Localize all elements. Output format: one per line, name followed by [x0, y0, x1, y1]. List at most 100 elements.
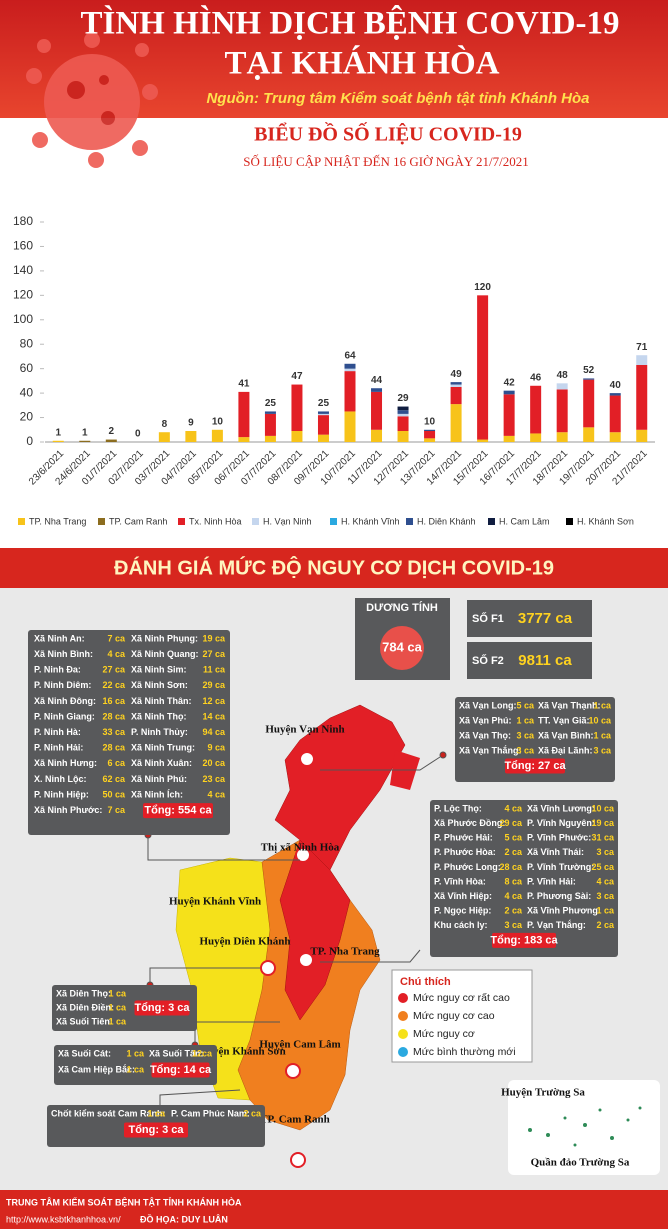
bar-segment: [397, 431, 409, 442]
bar-segment: [477, 295, 489, 440]
item-value: 1 ca: [593, 730, 612, 740]
item-value: 5 ca: [504, 833, 523, 843]
item-name: P. Phước Hải:: [434, 833, 493, 843]
total-label: 8: [162, 419, 168, 430]
total-label: 44: [371, 375, 383, 386]
item-name: Xã Diên Điền:: [56, 1002, 114, 1012]
item-value: 1 ca: [593, 700, 612, 710]
item-name: Xã Ninh Sim:: [131, 665, 187, 675]
item-name: P. Vĩnh Nguyên:: [527, 818, 595, 828]
bar-segment: [185, 431, 197, 442]
bar-segment: [397, 416, 409, 431]
item-name: Xã Ninh Hưng:: [34, 758, 97, 768]
legend-title: Chú thích: [400, 976, 451, 988]
bar-segment: [317, 415, 329, 435]
item-value: 4 ca: [596, 876, 615, 886]
item-value: 9 ca: [207, 743, 226, 753]
item-value: 27 ca: [102, 665, 126, 675]
positive-label: DƯƠNG TÍNH: [366, 601, 438, 614]
item-value: 19 ca: [591, 818, 615, 828]
info-box: [430, 800, 618, 957]
total-label: 9: [188, 418, 194, 429]
bar-segment: [52, 440, 64, 442]
item-name: P. Vĩnh Hải:: [527, 876, 576, 886]
item-value: 1 ca: [108, 1002, 127, 1012]
item-name: Xã Ninh Quang:: [131, 649, 199, 659]
item-name: P. Vạn Thắng:: [527, 919, 586, 930]
item-name: P. Ninh Hải:: [34, 743, 83, 753]
total-label: 64: [344, 350, 356, 361]
item-value: 28 ca: [102, 743, 126, 753]
legend-swatch: [18, 518, 25, 525]
item-name: Xã Cam Hiệp Bắc:: [58, 1063, 135, 1074]
item-value: 94 ca: [202, 727, 226, 737]
bar-segment: [105, 439, 117, 442]
bar-segment: [344, 368, 356, 372]
title-line1: TÌNH HÌNH DỊCH BỆNH COVID-19: [80, 4, 619, 42]
legend-swatch: [488, 518, 495, 525]
legend-swatch: [330, 518, 337, 525]
bar-segment: [211, 429, 223, 442]
item-value: 3 ca: [516, 730, 535, 740]
item-value: 23 ca: [202, 774, 226, 784]
item-value: 12ca: [192, 1048, 213, 1058]
item-name: P. Phương Sài:: [527, 891, 591, 901]
item-name: P. Vĩnh Trường:: [527, 862, 594, 872]
item-value: 4 ca: [504, 803, 523, 813]
bar-segment: [397, 406, 409, 411]
legend-label: Mức bình thường mới: [413, 1046, 516, 1058]
y-tick-label: 100: [13, 312, 33, 326]
total-pill: [492, 932, 556, 948]
chart-title: BIỂU ĐỒ SỐ LIỆU COVID-19: [254, 122, 522, 146]
virus-icon: [26, 32, 158, 168]
item-name: Xã Diên Thọ:: [56, 988, 111, 998]
map: [175, 704, 420, 1168]
item-value: 19 ca: [202, 633, 226, 643]
bar-segment: [530, 385, 542, 434]
item-value: 8 ca: [504, 876, 523, 886]
total-label: 40: [610, 380, 622, 391]
total-label: 41: [238, 379, 250, 390]
legend-label: H. Diên Khánh: [417, 516, 476, 526]
item-value: 29 ca: [499, 818, 523, 828]
footer-credit: ĐỒ HỌA: DUY LUÂN: [140, 1213, 228, 1224]
total-label: 29: [397, 393, 409, 404]
item-value: 4 ca: [207, 789, 226, 799]
item-value: 3 ca: [596, 891, 615, 901]
item-name: Xã Vĩnh Lương:: [527, 803, 595, 813]
total-label: 120: [474, 282, 491, 293]
item-value: 2 ca: [596, 920, 615, 930]
item-value: 7 ca: [107, 633, 126, 643]
total-pill: [505, 758, 565, 774]
summary: [355, 598, 592, 680]
item-name: Xã Vĩnh Phương:: [527, 906, 601, 916]
bar-segment: [556, 383, 568, 390]
map-label: Huyện Trường Sa: [501, 1087, 585, 1099]
item-name: Xã Ninh Đông:: [34, 696, 96, 706]
bar-segment: [344, 411, 356, 442]
bar-segment: [317, 413, 329, 416]
total-pill: [134, 1000, 190, 1016]
legend-box: [391, 969, 533, 1063]
y-tick-label: 20: [20, 410, 34, 424]
item-name: Xã Ninh Phụng:: [131, 633, 198, 643]
total-label: 1: [55, 427, 61, 438]
y-tick-label: 60: [20, 361, 34, 375]
item-name: Xã Vạn Long:: [459, 700, 517, 710]
total-pill: [124, 1122, 188, 1138]
item-name: Xã Ninh Trung:: [131, 743, 195, 753]
map-label: Huyện Khánh Vĩnh: [169, 896, 261, 908]
item-name: Xã Vĩnh Hiệp:: [434, 891, 492, 901]
bar-segment: [158, 432, 170, 442]
legend-label: Mức nguy cơ: [413, 1028, 475, 1040]
legend-label: TP. Nha Trang: [29, 516, 86, 526]
item-name: Xã Suối Tiên:: [56, 1016, 113, 1026]
item-name: Xã Ninh Xuân:: [131, 758, 192, 768]
item-value: 2 ca: [504, 847, 523, 857]
bar-segment: [503, 394, 515, 436]
bar-segment: [371, 388, 383, 392]
risk-banner: [0, 548, 668, 588]
bar-segment: [450, 384, 462, 387]
y-tick-label: 140: [13, 263, 33, 277]
item-name: P. Cam Phúc Nam:: [171, 1108, 250, 1118]
